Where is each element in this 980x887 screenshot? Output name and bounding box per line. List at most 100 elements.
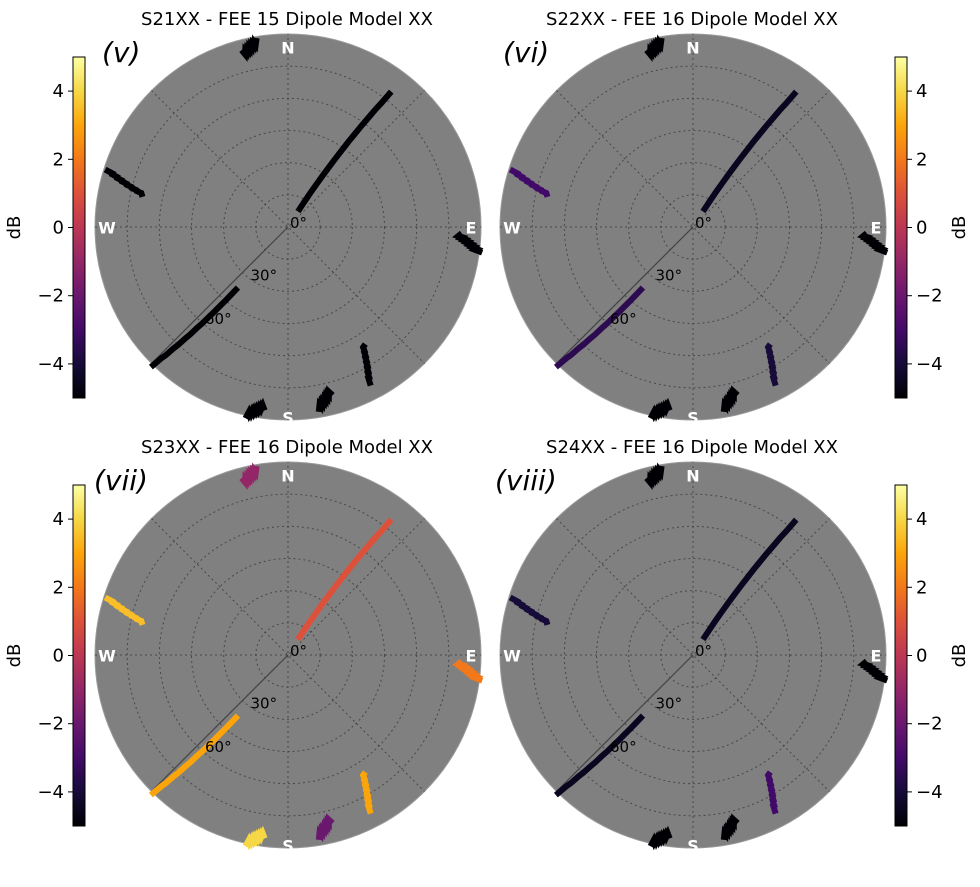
radial-tick-label: 60° xyxy=(610,738,637,756)
panel-label: (vi) xyxy=(503,36,549,69)
radial-tick-label: 60° xyxy=(610,310,637,328)
zenith-angle-ring xyxy=(531,65,855,389)
cardinal-label-s: S xyxy=(687,837,699,856)
azimuth-gridline xyxy=(151,518,425,792)
colorbar-gradient xyxy=(894,56,908,399)
colorbar-tick-label: 0 xyxy=(916,218,927,239)
data-strip xyxy=(359,342,374,387)
cardinal-label-n: N xyxy=(686,467,699,486)
colorbar: 4 2 0 −2 −4 dB xyxy=(894,56,970,399)
zenith-angle-ring xyxy=(126,65,450,389)
cardinal-label-s: S xyxy=(282,837,294,856)
data-strip xyxy=(647,397,673,423)
data-strip xyxy=(359,770,374,815)
colorbar-gradient xyxy=(72,484,86,827)
colorbar-tick-label: 0 xyxy=(53,218,64,239)
colorbar-tick-label: −4 xyxy=(916,782,943,803)
zenith-angle-ring xyxy=(628,590,758,720)
data-strip xyxy=(720,813,740,843)
sky-map: 0° 30° 60° N E S W xyxy=(499,33,889,428)
sky-map: 0° 30° 60° N E S W xyxy=(94,461,484,856)
zenith-angle-ring xyxy=(223,162,353,292)
data-strip xyxy=(452,230,484,256)
cardinal-label-s: S xyxy=(687,409,699,428)
radial-tick-label: 0° xyxy=(695,214,712,232)
data-strip xyxy=(647,825,673,851)
meridian-line xyxy=(556,226,694,364)
colorbar-label: dB xyxy=(949,216,970,240)
cardinal-label-w: W xyxy=(98,219,116,238)
colorbar-gradient xyxy=(72,56,86,399)
zenith-angle-ring xyxy=(628,162,758,292)
radial-tick-label: 0° xyxy=(290,642,307,660)
data-strip xyxy=(857,230,889,256)
cardinal-label-e: E xyxy=(871,219,882,238)
data-strip xyxy=(295,517,394,642)
colorbar: 4 2 0 −2 −4 dB xyxy=(4,56,86,399)
data-strip xyxy=(103,594,146,626)
meridian-line xyxy=(556,654,694,792)
radial-tick-label: 60° xyxy=(205,738,232,756)
colorbar-tick-label: −2 xyxy=(916,714,943,735)
colorbar-gradient xyxy=(894,484,908,827)
data-strip xyxy=(700,89,799,214)
azimuth-gridline xyxy=(556,518,830,792)
radial-tick-label: 30° xyxy=(656,266,683,284)
data-strip xyxy=(857,658,889,684)
colorbar-tick-label: 2 xyxy=(53,149,64,170)
data-strip xyxy=(764,770,779,815)
radial-tick-label: 30° xyxy=(656,694,683,712)
data-strip xyxy=(242,397,268,423)
colorbar-label: dB xyxy=(4,216,25,240)
colorbar-label: dB xyxy=(4,644,25,668)
data-strip xyxy=(239,462,260,490)
panel-label: (viii) xyxy=(495,464,557,497)
colorbar-tick-label: 0 xyxy=(916,646,927,667)
cardinal-label-n: N xyxy=(281,39,294,58)
data-strip xyxy=(103,166,146,198)
panel-label: (vii) xyxy=(94,464,148,497)
cardinal-label-w: W xyxy=(98,647,116,666)
colorbar-tick-label: −2 xyxy=(916,286,943,307)
zenith-angle-ring xyxy=(223,590,353,720)
data-strip xyxy=(508,166,551,198)
data-strip xyxy=(553,285,646,370)
data-strip xyxy=(148,713,241,798)
data-strip xyxy=(452,658,484,684)
zenith-angle-ring xyxy=(531,493,855,817)
radial-tick-label: 30° xyxy=(251,266,278,284)
meridian-line xyxy=(151,226,289,364)
colorbar-label: dB xyxy=(949,644,970,668)
cardinal-label-n: N xyxy=(281,467,294,486)
data-strip xyxy=(315,385,335,415)
panel-title: S21XX - FEE 15 Dipole Model XX xyxy=(141,9,433,30)
sky-map: 0° 30° 60° N E S W xyxy=(94,33,484,428)
sky-map: 0° 30° 60° N E S W xyxy=(499,461,889,856)
data-strip xyxy=(242,825,268,851)
cardinal-label-e: E xyxy=(871,647,882,666)
colorbar-tick-label: 4 xyxy=(53,509,64,530)
data-strip xyxy=(508,594,551,626)
colorbar-tick-label: 4 xyxy=(53,81,64,102)
colorbar-tick-label: −2 xyxy=(37,714,64,735)
colorbar: 4 2 0 −2 −4 dB xyxy=(894,484,970,827)
data-strip xyxy=(148,285,241,370)
panel-title: S23XX - FEE 16 Dipole Model XX xyxy=(141,437,433,458)
cardinal-label-s: S xyxy=(282,409,294,428)
panel-title: S22XX - FEE 16 Dipole Model XX xyxy=(546,9,838,30)
cardinal-label-n: N xyxy=(686,39,699,58)
colorbar-tick-label: 2 xyxy=(916,149,927,170)
colorbar-tick-label: 2 xyxy=(53,577,64,598)
cardinal-label-w: W xyxy=(503,219,521,238)
colorbar-tick-label: −4 xyxy=(37,782,64,803)
panel-1: S22XX - FEE 16 Dipole Model XX (vi) 0° 30… xyxy=(499,9,970,428)
data-strip xyxy=(239,34,260,62)
data-strip xyxy=(315,813,335,843)
azimuth-gridline xyxy=(151,518,425,792)
colorbar-tick-label: 4 xyxy=(916,509,927,530)
data-strip xyxy=(764,342,779,387)
panel-label: (v) xyxy=(102,36,140,69)
meridian-line xyxy=(151,654,289,792)
data-strip xyxy=(644,34,665,62)
